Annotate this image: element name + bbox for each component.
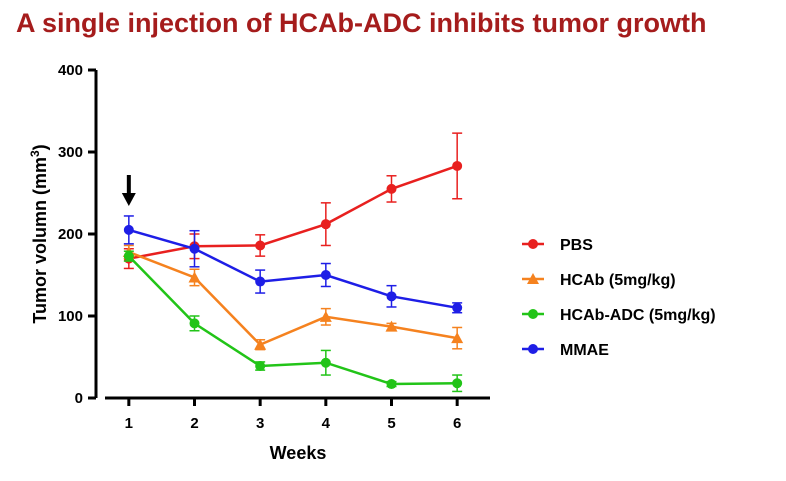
data-point: [452, 160, 463, 171]
y-tick-label: 400: [58, 62, 83, 79]
series-1: [122, 244, 464, 351]
legend-entry-0: PBS: [522, 237, 593, 254]
data-point: [189, 318, 200, 329]
series-layer: [122, 132, 464, 393]
x-tick-label: 5: [387, 415, 395, 432]
x-tick-label: 2: [190, 415, 198, 432]
data-point: [385, 320, 398, 332]
data-point: [123, 251, 134, 262]
data-point: [189, 243, 200, 254]
series-line: [127, 255, 458, 386]
x-tick-label: 6: [453, 415, 461, 432]
series-2: [123, 250, 463, 393]
legend-swatch-marker: [528, 344, 538, 354]
series-3: [123, 215, 463, 314]
series-line: [128, 164, 458, 260]
x-tick-label: 1: [125, 415, 133, 432]
legend-swatch-marker: [528, 309, 538, 319]
legend-entry-1: HCAb (5mg/kg): [522, 272, 676, 289]
data-point: [386, 379, 397, 390]
data-point: [452, 302, 463, 313]
chart-title: A single injection of HCAb-ADC inhibits …: [16, 8, 707, 38]
data-point: [320, 270, 331, 280]
x-axis-title: Weeks: [270, 443, 327, 463]
legend-swatch-marker: [527, 273, 539, 284]
data-point: [255, 276, 266, 287]
data-point: [255, 240, 266, 251]
y-tick-label: 300: [58, 144, 83, 161]
x-tick-label: 4: [322, 415, 331, 432]
y-tick-label: 200: [58, 226, 83, 243]
series-line: [128, 250, 458, 347]
data-point: [320, 219, 331, 230]
data-point: [255, 361, 266, 372]
legend-label: HCAb (5mg/kg): [560, 272, 676, 289]
legend-label: MMAE: [560, 342, 609, 359]
y-axis-title-close: ): [30, 144, 50, 150]
data-point: [320, 357, 331, 368]
y-axis-title: Tumor volumn (mm3): [28, 144, 50, 323]
legend-swatch-marker: [528, 239, 538, 249]
legend-entry-3: MMAE: [522, 342, 609, 359]
y-tick-label: 0: [75, 390, 83, 407]
data-point: [451, 332, 464, 344]
legend-entry-2: HCAb-ADC (5mg/kg): [522, 307, 716, 324]
y-axis-title-superscript: 3: [28, 150, 42, 157]
data-point: [452, 378, 463, 389]
axes: 0 100 200 300 400 1 2 3 4 5 6: [58, 62, 490, 432]
legend-label: PBS: [560, 237, 593, 254]
data-point: [319, 310, 332, 322]
y-tick-label: 100: [58, 308, 83, 325]
data-point: [188, 271, 201, 283]
data-point: [386, 183, 397, 194]
arrow-head: [121, 193, 136, 206]
data-point: [254, 338, 267, 350]
x-tick-label: 3: [256, 415, 264, 432]
series-line: [128, 228, 458, 310]
data-point: [386, 291, 397, 302]
y-axis-title-main: Tumor volumn (mm: [30, 157, 50, 324]
legend-label: HCAb-ADC (5mg/kg): [560, 307, 716, 324]
data-point: [123, 224, 134, 235]
legend: PBS HCAb (5mg/kg) HCAb-ADC (5mg/kg) MMAE: [522, 237, 716, 359]
series-0: [123, 132, 463, 270]
